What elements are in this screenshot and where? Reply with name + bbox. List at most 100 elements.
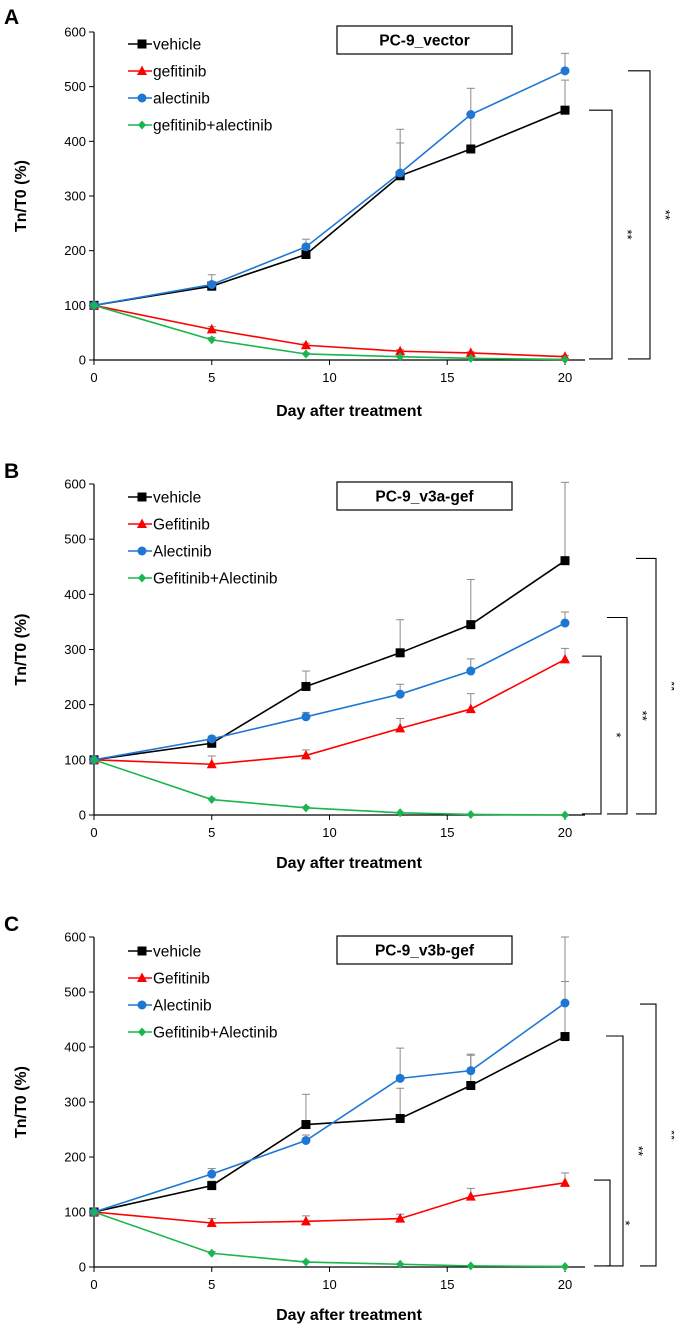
legend-marker <box>138 573 146 583</box>
series-gefitinib-alectinib <box>90 1207 569 1271</box>
legend-entry: gefitinib+alectinib <box>128 118 272 135</box>
y-tick-label: 300 <box>64 642 86 657</box>
legend-label: Alectinib <box>153 544 212 561</box>
significance-label: ** <box>664 1130 674 1140</box>
x-tick-label: 20 <box>558 825 572 840</box>
data-point <box>90 755 98 765</box>
data-point <box>466 1066 476 1076</box>
data-point <box>206 1217 217 1227</box>
series-line <box>93 1211 566 1268</box>
data-point <box>207 280 217 290</box>
x-tick-label: 10 <box>322 370 336 385</box>
data-point <box>395 1073 405 1083</box>
chart-title-box <box>336 25 513 55</box>
data-point <box>465 1191 476 1201</box>
data-point <box>90 300 98 310</box>
data-point <box>206 323 217 334</box>
data-point <box>301 249 311 259</box>
legend-marker <box>137 93 147 103</box>
data-point <box>560 1177 570 1187</box>
data-point <box>301 1120 311 1130</box>
series-line <box>93 109 566 307</box>
legend-marker <box>138 1027 146 1037</box>
x-tick-label: 15 <box>440 370 454 385</box>
data-point <box>395 1114 405 1123</box>
legend-label: Gefitinib <box>153 517 210 534</box>
data-point <box>90 1207 98 1217</box>
data-point <box>395 168 405 178</box>
series-gefitinib <box>89 299 570 361</box>
legend-label: Gefitinib+Alectinib <box>153 1025 278 1042</box>
x-tick-label: 0 <box>90 825 97 840</box>
y-tick-label: 400 <box>64 134 86 149</box>
data-point <box>560 556 570 566</box>
significance-bracket <box>582 655 602 815</box>
data-point <box>207 734 217 744</box>
panel-letter: C <box>4 913 19 936</box>
significance-label: ** <box>635 711 650 721</box>
significance-bracket <box>606 1035 624 1267</box>
series-line <box>93 1182 566 1224</box>
x-tick-label: 5 <box>208 1277 215 1292</box>
data-point <box>300 1215 311 1226</box>
legend-label: gefitinib <box>153 64 206 81</box>
data-point <box>466 1081 476 1090</box>
y-axis-title: Tn/T0 (%) <box>13 614 30 686</box>
data-point <box>207 1248 216 1258</box>
chart-title: PC-9_vector <box>379 33 469 50</box>
series-alectinib <box>89 611 570 765</box>
data-point <box>395 1213 406 1223</box>
legend-marker <box>137 972 147 982</box>
y-tick-label: 500 <box>64 532 86 547</box>
data-point <box>560 66 570 76</box>
data-point <box>561 1261 569 1271</box>
data-point <box>207 335 216 345</box>
y-tick-label: 600 <box>64 25 86 40</box>
y-tick-label: 0 <box>79 1260 86 1275</box>
x-tick-label: 20 <box>558 370 572 385</box>
data-point <box>301 712 311 722</box>
series-line <box>93 304 566 361</box>
legend-marker <box>137 946 147 956</box>
x-tick-label: 10 <box>322 1277 336 1292</box>
y-tick-label: 200 <box>64 1150 86 1165</box>
x-tick-label: 0 <box>90 1277 97 1292</box>
chart-title-box <box>336 481 513 511</box>
data-point <box>207 795 216 805</box>
legend-entry: Alectinib <box>128 998 212 1015</box>
data-point <box>395 648 405 658</box>
chart-title: PC-9_v3b-gef <box>375 943 475 960</box>
x-tick-label: 0 <box>90 370 97 385</box>
data-point <box>395 722 406 733</box>
series-line <box>93 1035 566 1213</box>
data-point <box>466 666 476 676</box>
data-point <box>465 347 476 357</box>
legend-label: Gefitinib <box>153 971 210 988</box>
x-axis-title: Day after treatment <box>276 1307 423 1324</box>
series-alectinib <box>89 52 570 310</box>
legend-marker <box>137 546 147 556</box>
data-point <box>396 1259 405 1269</box>
panel-letter: B <box>4 460 19 483</box>
data-point <box>301 1257 310 1267</box>
x-axis-title: Day after treatment <box>276 403 423 420</box>
data-point <box>560 998 570 1008</box>
y-axis-title: Tn/T0 (%) <box>13 1066 30 1138</box>
y-tick-label: 200 <box>64 243 86 258</box>
chart-panel-c: C 0 100 200 300 400 500 600 0 5 10 15 20 Tn/T0 (%) Day… <box>4 913 674 1324</box>
y-axis-title: Tn/T0 (%) <box>13 160 30 232</box>
data-point <box>300 749 311 760</box>
chart-panel-b: B 0 100 200 300 400 500 600 0 5 10 15 20 Tn/T0 (%) Day… <box>4 460 674 872</box>
data-point <box>466 620 476 630</box>
x-tick-label: 15 <box>440 825 454 840</box>
y-tick-label: 600 <box>64 477 86 492</box>
significance-label: ** <box>620 229 635 239</box>
data-point <box>466 809 475 819</box>
legend-marker <box>137 492 147 502</box>
x-tick-label: 15 <box>440 1277 454 1292</box>
legend-entry: Gefitinib+Alectinib <box>128 571 278 588</box>
x-tick-label: 5 <box>208 370 215 385</box>
data-point <box>301 803 310 813</box>
significance-label: * <box>618 1220 633 1225</box>
